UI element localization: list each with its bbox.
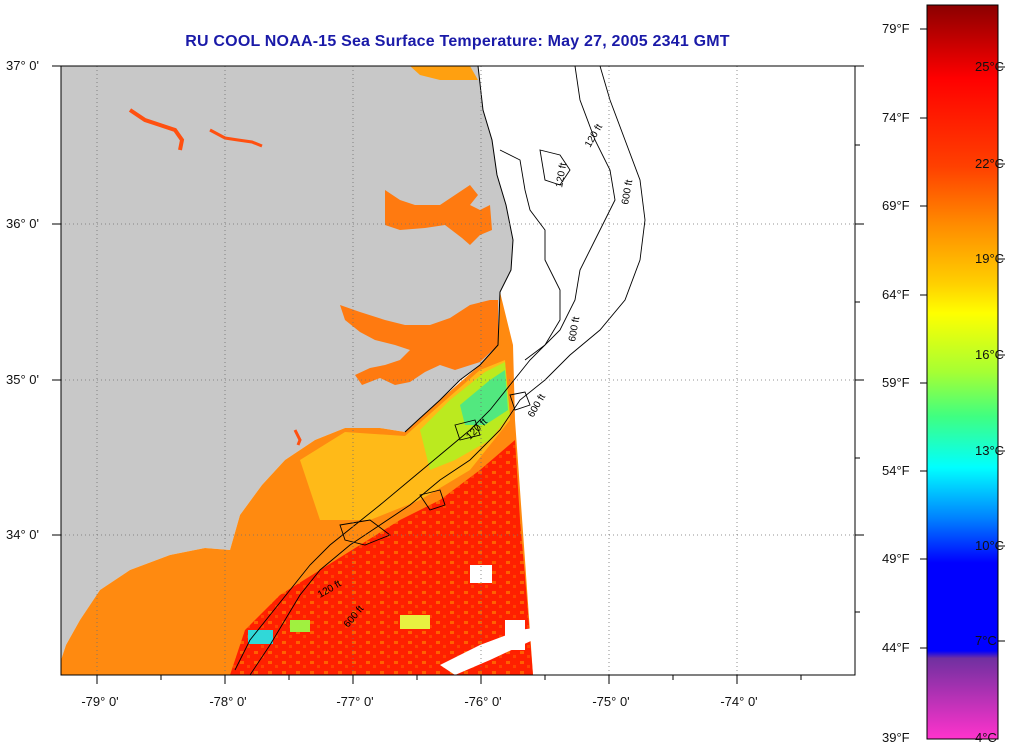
- sst-swath-cyan: [460, 370, 508, 425]
- colorbar-fahrenheit-label: 54°F: [882, 463, 910, 478]
- colorbar-celsius-label: 4°C: [975, 730, 997, 745]
- colorbar-celsius-label: 19°C: [975, 251, 1005, 266]
- colorbar-fahrenheit-label: 69°F: [882, 198, 910, 213]
- colorbar-celsius-label: 13°C: [975, 443, 1005, 458]
- colorbar-fahrenheit-label: 49°F: [882, 551, 910, 566]
- cold-patch: [248, 630, 273, 644]
- cape-fear-river: [293, 429, 302, 446]
- longitude-label: -74° 0': [720, 694, 758, 709]
- cold-patch: [400, 615, 430, 629]
- latitude-label: 37° 0': [6, 58, 39, 73]
- colorbar: [926, 4, 999, 740]
- colorbar-fahrenheit-label: 44°F: [882, 640, 910, 655]
- isobath-label: 600 ft: [620, 179, 635, 206]
- map-title: RU COOL NOAA-15 Sea Surface Temperature:…: [185, 33, 730, 50]
- colorbar-celsius-label: 10°C: [975, 538, 1005, 553]
- coastline: [404, 66, 514, 433]
- colorbar-celsius-label: 7°C: [975, 633, 997, 648]
- colorbar-ticks: [920, 28, 1005, 649]
- latitude-label: 34° 0': [6, 527, 39, 542]
- longitude-label: -77° 0': [336, 694, 374, 709]
- isobath-contours: [234, 66, 646, 675]
- colorbar-fahrenheit-label: 39°F: [882, 730, 910, 745]
- longitude-label: -79° 0': [81, 694, 119, 709]
- top-inlet: [410, 66, 478, 80]
- colorbar-celsius-label: 25°C: [975, 59, 1005, 74]
- colorbar-fahrenheit-label: 79°F: [882, 21, 910, 36]
- longitude-label: -76° 0': [464, 694, 502, 709]
- colorbar-fahrenheit-label: 64°F: [882, 287, 910, 302]
- sst-swath-red: [230, 440, 533, 675]
- plot-frame: [60, 65, 856, 676]
- colorbar-fahrenheit-label: 59°F: [882, 375, 910, 390]
- pamlico-sound: [340, 300, 498, 385]
- longitude-label: -78° 0': [209, 694, 247, 709]
- latitude-label: 36° 0': [6, 216, 39, 231]
- latitude-label: 35° 0': [6, 372, 39, 387]
- cold-patch: [290, 620, 310, 632]
- albemarle-sound: [385, 185, 492, 245]
- tick-marks: [52, 65, 864, 684]
- isobath-label: 120 ft: [554, 162, 569, 189]
- colorbar-celsius-label: 16°C: [975, 347, 1005, 362]
- colorbar-celsius-label: 22°C: [975, 156, 1005, 171]
- river-1: [128, 108, 185, 151]
- grid-lines: [61, 66, 855, 675]
- cloud-patch: [440, 628, 533, 675]
- longitude-label: -75° 0': [592, 694, 630, 709]
- colorbar-fahrenheit-label: 74°F: [882, 110, 910, 125]
- isobath-label: 600 ft: [567, 316, 582, 343]
- river-2: [209, 128, 263, 148]
